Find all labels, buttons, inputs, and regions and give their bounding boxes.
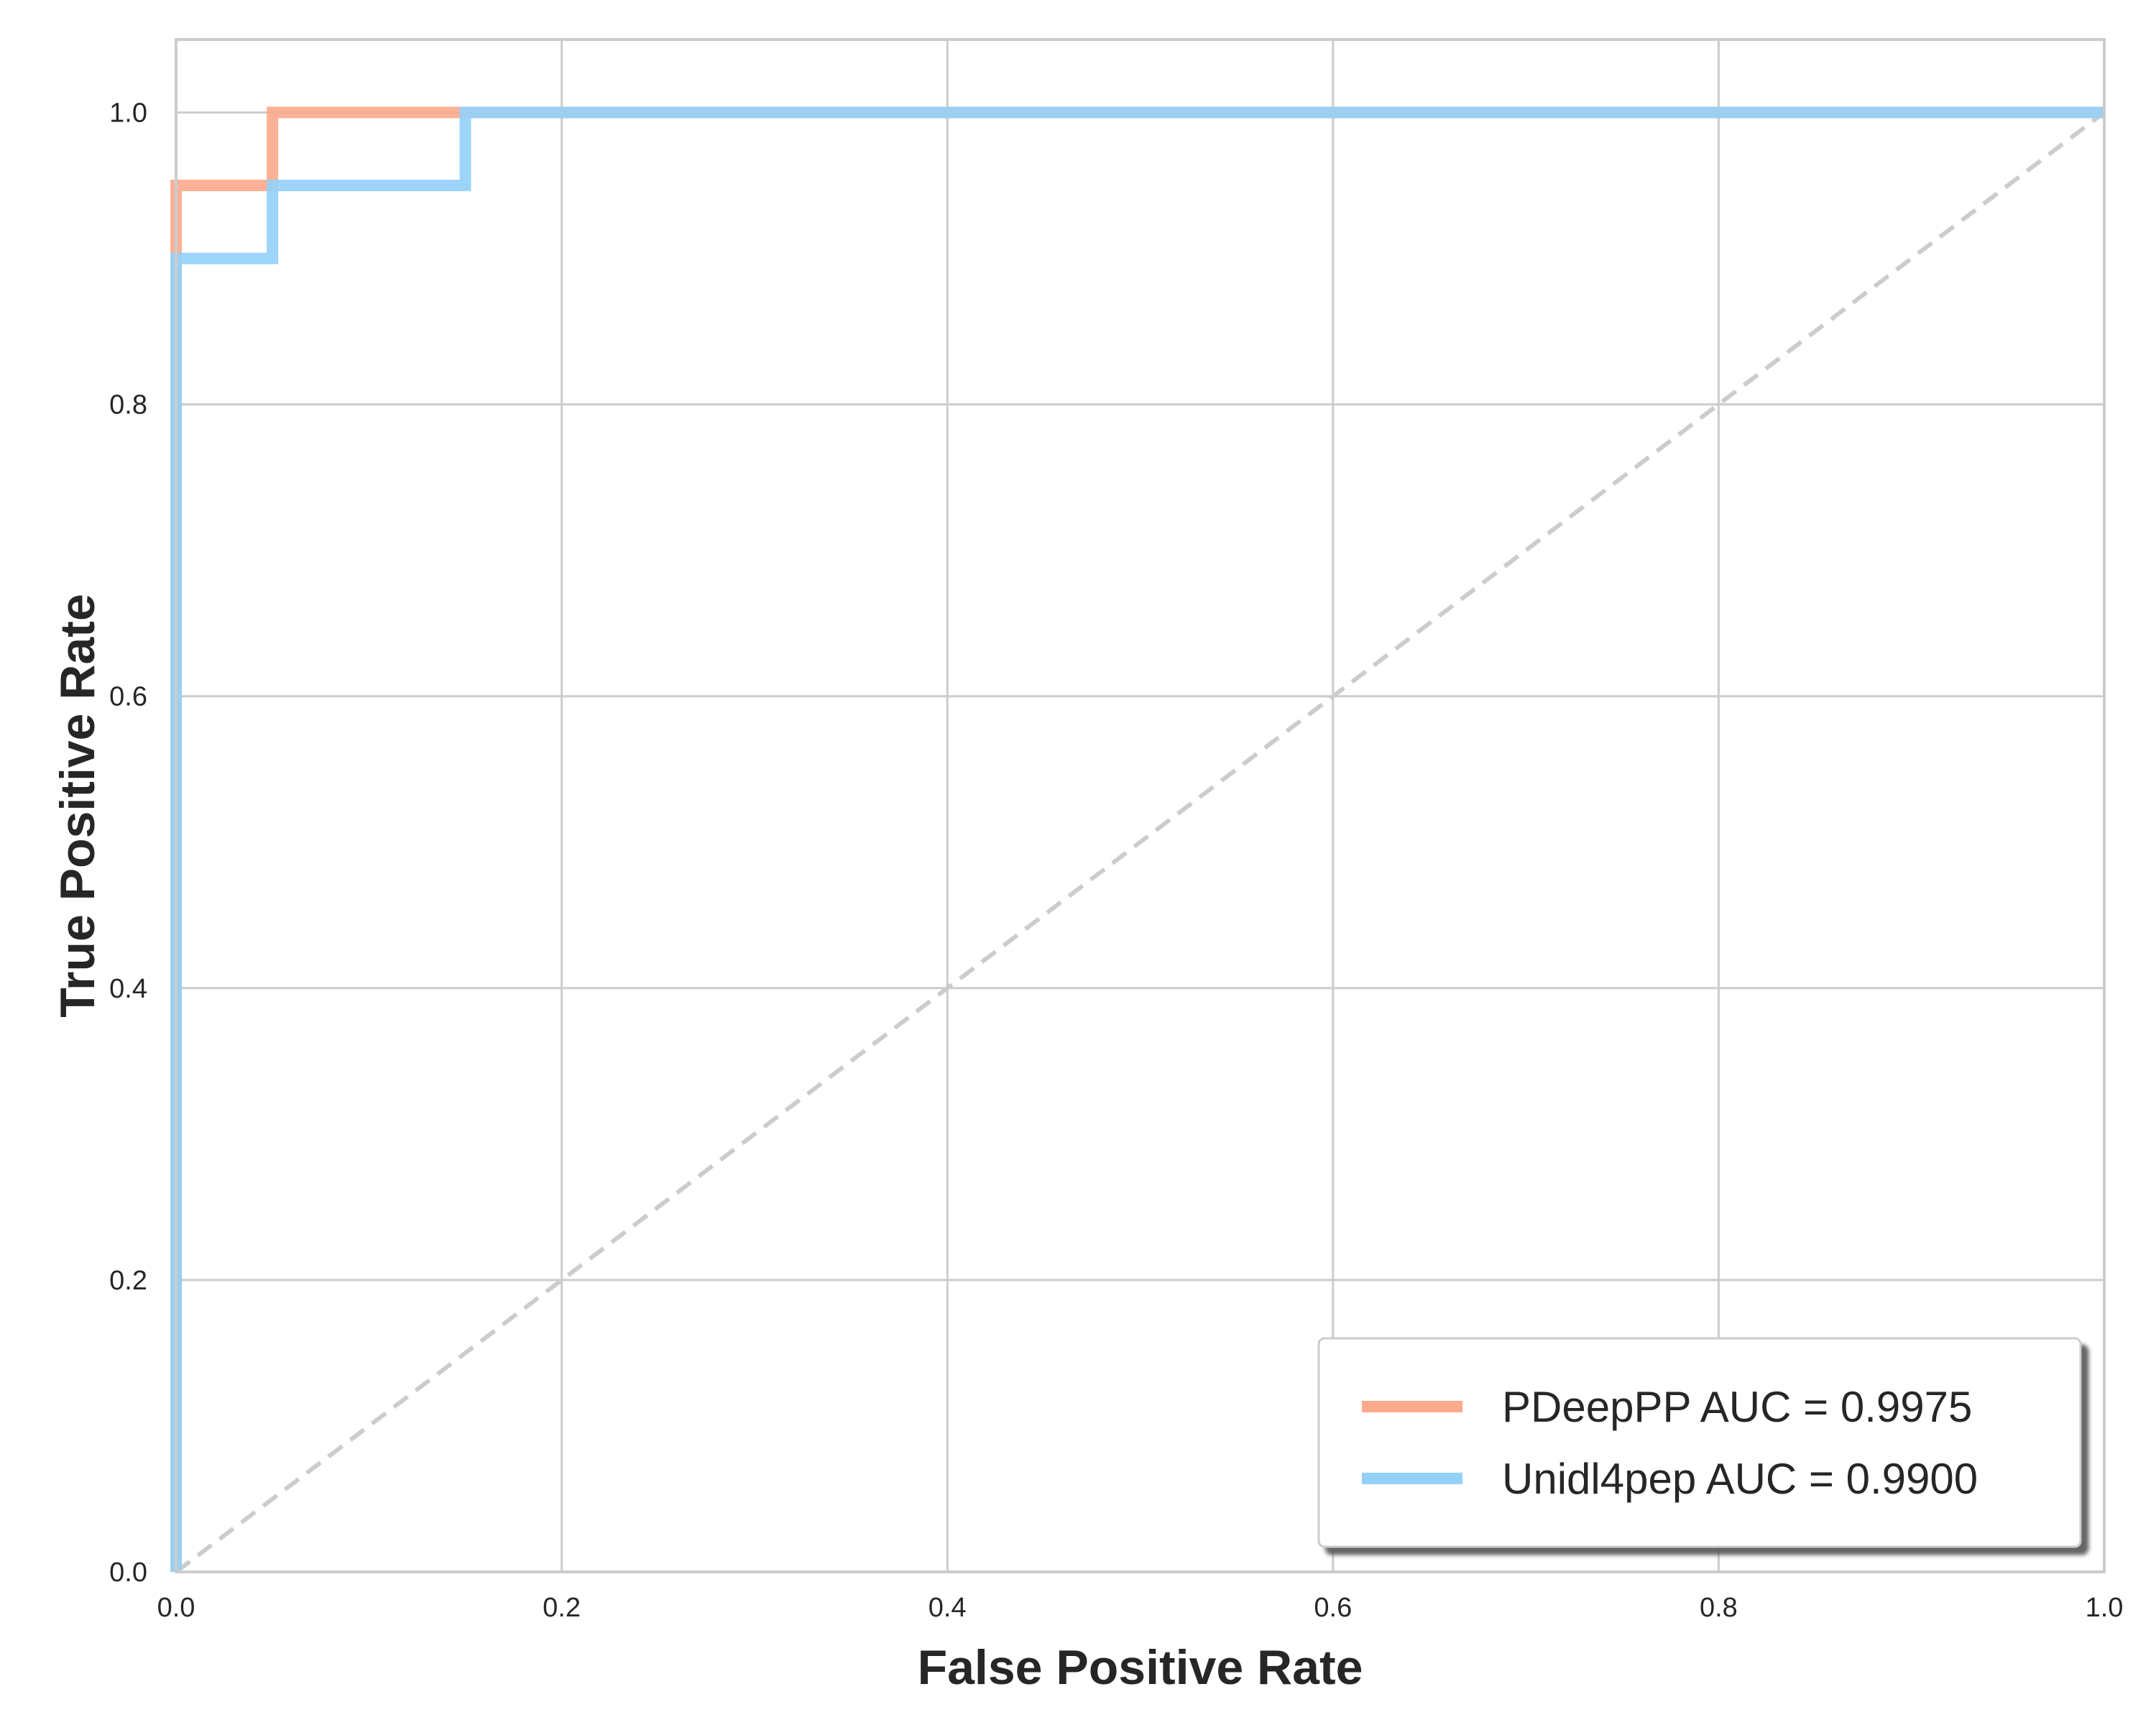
y-tick-label: 0.6 [109,682,147,712]
x-axis-label: False Positive Rate [918,1640,1363,1695]
y-tick-label: 0.0 [109,1558,147,1588]
x-tick-label: 0.0 [157,1593,195,1623]
x-tick-label: 1.0 [2086,1593,2124,1623]
legend-box [1317,1337,2082,1548]
legend: PDeepPP AUC = 0.9975 Unidl4pep AUC = 0.99… [1317,1337,2082,1548]
legend-label: Unidl4pep AUC = 0.9900 [1502,1455,1978,1503]
y-ticks: 0.0 0.2 0.4 0.6 0.8 1.0 [109,98,147,1588]
y-tick-label: 0.8 [109,390,147,420]
plot-frame [175,38,2106,1573]
y-axis-label: True Positive Rate [50,594,105,1018]
x-ticks: 0.0 0.2 0.4 0.6 0.8 1.0 [157,1593,2124,1623]
grid [175,40,2106,1573]
x-tick-label: 0.8 [1700,1593,1738,1623]
x-tick-label: 0.6 [1314,1593,1352,1623]
diagonal-reference [175,111,2106,1574]
y-tick-label: 1.0 [109,98,147,129]
chance-diagonal-line [175,111,2106,1574]
x-tick-label: 0.2 [543,1593,581,1623]
y-tick-label: 0.2 [109,1266,147,1296]
y-tick-label: 0.4 [109,974,147,1004]
x-tick-label: 0.4 [929,1593,967,1623]
legend-label: PDeepPP AUC = 0.9975 [1502,1383,1972,1431]
